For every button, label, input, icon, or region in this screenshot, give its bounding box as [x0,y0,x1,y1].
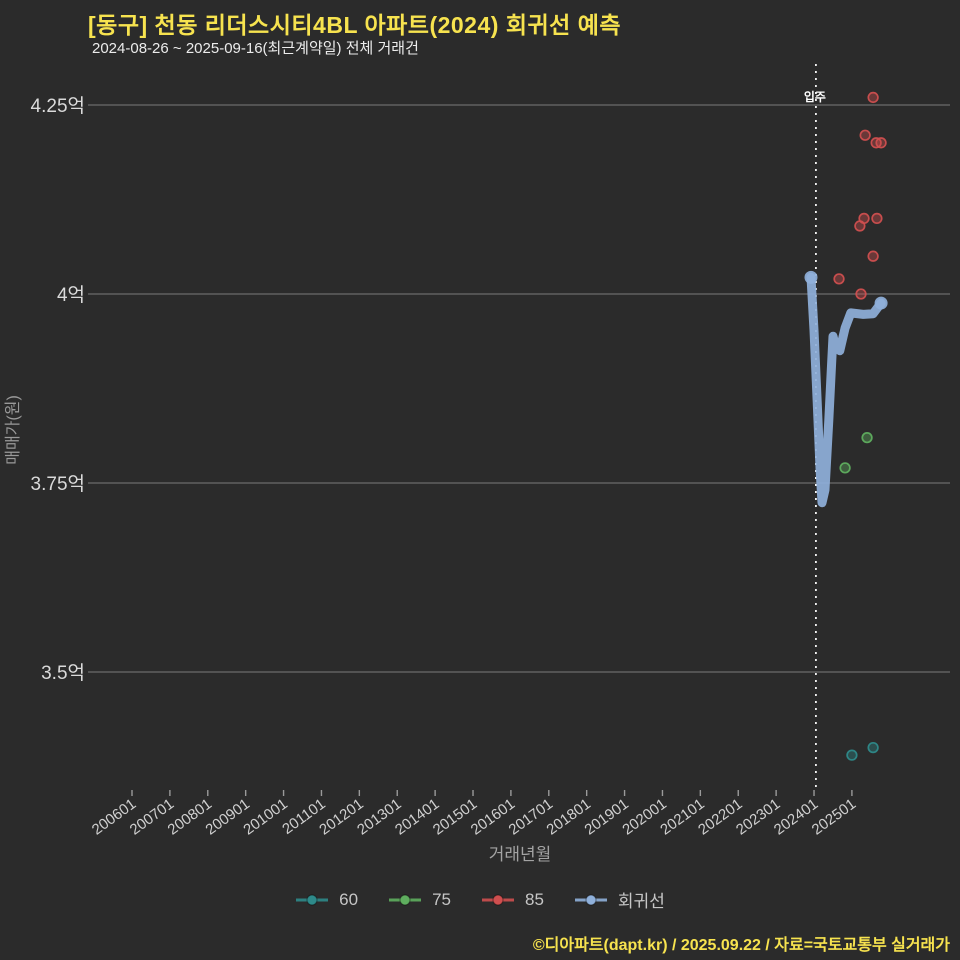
legend-marker-icon [296,893,329,906]
chart-subtitle: 2024-08-26 ~ 2025-09-16(최근계약일) 전체 거래건 [92,40,419,57]
data-point-85 [859,129,871,141]
y-tick-label: 3.75억 [31,473,85,495]
x-tick-label: 201001 [240,795,290,838]
data-point-85 [875,137,887,149]
data-point-85 [854,220,866,232]
legend-dot [585,893,597,906]
legend-label: 회귀선 [617,892,665,911]
data-point-75 [839,462,851,474]
legend-item-회귀선: 회귀선 [574,887,665,912]
legend-marker-icon [574,893,607,906]
credit-line: ©디아파트(dapt.kr) / 2025.09.22 / 자료=국토교통부 실… [532,937,950,954]
legend-item-60: 60 [295,890,358,910]
data-point-85 [871,212,883,225]
data-point-60 [867,741,879,754]
data-point-85 [867,250,879,262]
legend-dot [492,893,504,906]
legend-dot [306,893,318,906]
chart-title: [동구] 천동 리더스시티4BL 아파트(2024) 회귀선 예측 [88,12,622,38]
regression-line [806,272,886,508]
legend-item-85: 85 [481,890,544,910]
legend-label: 60 [339,889,359,909]
data-point-75 [861,431,873,444]
regression-endpoint [804,270,818,284]
legend-marker-icon [482,893,514,906]
y-axis-title: 매매가(원) [4,395,22,465]
data-point-85 [833,273,845,285]
move-in-label: 입주 [804,90,826,104]
legend: 60 75 85 회귀선 [0,887,960,912]
legend-dot [399,893,411,906]
x-axis-title: 거래년월 [489,845,552,864]
regression-endpoint [874,296,888,310]
data-point-60 [846,749,858,761]
y-tick-label: 4억 [57,284,85,306]
data-point-85 [855,288,867,300]
legend-label: 75 [432,889,451,909]
y-tick-label: 4.25억 [31,95,85,117]
data-point-85 [867,91,879,104]
legend-marker-icon [389,893,422,906]
y-tick-label: 3.5억 [41,662,85,684]
legend-item-75: 75 [388,890,451,910]
legend-label: 85 [525,889,544,909]
x-tick-label: 202501 [809,795,859,838]
